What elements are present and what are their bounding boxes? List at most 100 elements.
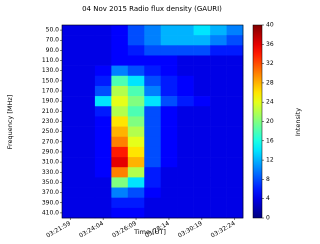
y-tick-label: 150.0 — [42, 77, 59, 84]
heatmap-cell — [160, 136, 178, 148]
heatmap-cell — [94, 187, 112, 198]
y-tick-label: 90.0 — [46, 47, 60, 54]
heatmap-cell — [210, 197, 227, 209]
heatmap-cell — [144, 45, 162, 56]
heatmap-cell — [193, 25, 211, 36]
heatmap-cell — [193, 167, 211, 178]
heatmap-cell — [226, 187, 244, 198]
heatmap-cell — [62, 116, 79, 127]
heatmap-cell — [78, 75, 96, 87]
heatmap-cell — [127, 35, 145, 46]
heatmap-cell — [62, 65, 79, 77]
colorbar-tick-label: 32 — [266, 60, 274, 67]
y-tick-label: 210.0 — [42, 108, 59, 115]
heatmap-cell — [193, 177, 211, 188]
heatmap-cell — [62, 157, 79, 168]
heatmap-cell — [78, 126, 96, 138]
colorbar-tick-label: 40 — [266, 22, 274, 29]
heatmap-cell — [111, 136, 129, 148]
heatmap-cell — [160, 106, 178, 117]
heatmap-cell — [210, 177, 227, 188]
colorbar-tick-label: 16 — [266, 137, 274, 144]
heatmap-cell — [62, 35, 79, 46]
heatmap-cell — [62, 75, 79, 87]
heatmap-cell — [177, 55, 194, 66]
heatmap-cell — [144, 65, 162, 77]
heatmap-cell — [210, 126, 227, 138]
heatmap-cell — [210, 85, 227, 97]
heatmap-cell — [127, 85, 145, 97]
heatmap-cell — [127, 25, 145, 36]
heatmap-cell — [111, 146, 129, 158]
colorbar-tick-label: 4 — [266, 195, 270, 202]
colorbar-tick-label: 8 — [266, 176, 270, 183]
heatmap-cell — [78, 177, 96, 188]
heatmap-cell — [226, 65, 244, 77]
heatmap-cell — [94, 146, 112, 158]
colorbar-tick-label: 28 — [266, 79, 274, 86]
heatmap-cell — [62, 167, 79, 178]
heatmap-cell — [160, 45, 178, 56]
heatmap-cell — [210, 75, 227, 87]
heatmap-cell — [226, 85, 244, 97]
heatmap-cell — [210, 65, 227, 77]
heatmap-cell — [177, 136, 194, 148]
heatmap-cell — [226, 146, 244, 158]
heatmap-cell — [160, 146, 178, 158]
heatmap-cell — [111, 65, 129, 77]
heatmap-cell — [127, 207, 145, 219]
heatmap-cell — [226, 177, 244, 188]
heatmap-cell — [62, 187, 79, 198]
heatmap-cell — [78, 96, 96, 107]
heatmap-cell — [144, 96, 162, 107]
heatmap-cell — [127, 65, 145, 77]
heatmap-cell — [111, 116, 129, 127]
heatmap-cell — [226, 35, 244, 46]
heatmap-cell — [127, 75, 145, 87]
heatmap-cell — [62, 45, 79, 56]
heatmap-cell — [127, 187, 145, 198]
heatmap-cell — [94, 126, 112, 138]
heatmap-cell — [177, 167, 194, 178]
heatmap-cell — [193, 157, 211, 168]
heatmap-cell — [144, 116, 162, 127]
y-tick-label: 130.0 — [42, 67, 59, 74]
heatmap-cell — [210, 207, 227, 219]
y-tick-label: 70.0 — [46, 37, 60, 44]
heatmap-cell — [78, 167, 96, 178]
heatmap-cell — [177, 35, 194, 46]
y-tick-label: 270.0 — [42, 138, 59, 145]
heatmap-cell — [160, 75, 178, 87]
heatmap-cell — [78, 116, 96, 127]
heatmap-cell — [127, 45, 145, 56]
y-tick-label: 250.0 — [42, 128, 59, 135]
heatmap-cell — [226, 96, 244, 107]
heatmap-cell — [226, 126, 244, 138]
heatmap-cell — [210, 25, 227, 36]
heatmap-cell — [193, 136, 211, 148]
heatmap-cell — [127, 96, 145, 107]
heatmap-cell — [62, 106, 79, 117]
heatmap-cell — [111, 85, 129, 97]
heatmap-cell — [111, 55, 129, 66]
heatmap-cell — [226, 207, 244, 219]
colorbar — [252, 24, 263, 219]
heatmap-cell — [127, 157, 145, 168]
heatmap-cell — [210, 55, 227, 66]
heatmap-cell — [193, 187, 211, 198]
heatmap-cell — [127, 177, 145, 188]
heatmap-cell — [177, 25, 194, 36]
x-tick-label: 03:21:59 — [45, 220, 72, 240]
colorbar-tick-label: 0 — [266, 215, 270, 222]
heatmap-cell — [160, 167, 178, 178]
heatmap-cell — [78, 106, 96, 117]
heatmap-cell — [94, 207, 112, 219]
heatmap-cell — [160, 177, 178, 188]
heatmap-cell — [177, 197, 194, 209]
y-tick-label: 290.0 — [42, 148, 59, 155]
heatmap-cell — [94, 85, 112, 97]
heatmap-cell — [160, 85, 178, 97]
heatmap-cell — [210, 167, 227, 178]
heatmap-cell — [193, 96, 211, 107]
heatmap-cell — [144, 106, 162, 117]
